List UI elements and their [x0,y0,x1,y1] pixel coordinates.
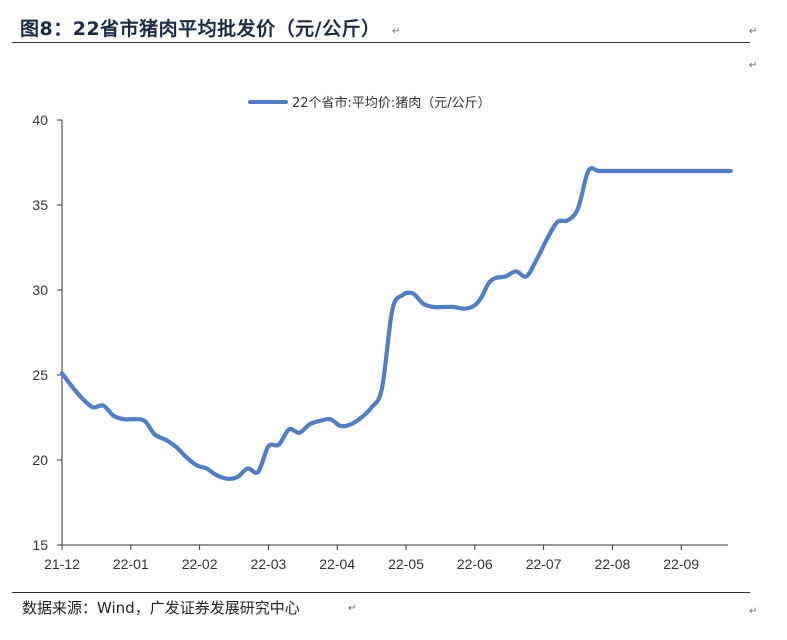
x-tick-label: 22-08 [594,556,630,572]
legend-label: 22个省市:平均价:猪肉（元/公斤） [292,96,491,111]
x-tick-label: 22-01 [113,556,149,572]
paragraph-mark: ↵ [749,60,758,71]
y-tick-label: 15 [32,537,48,553]
y-tick-label: 20 [32,452,48,468]
legend-line-swatch [248,99,288,104]
paragraph-mark: ↵ [348,603,357,614]
y-tick-label: 30 [32,282,48,298]
series-line-pork-price [59,166,733,481]
source-divider [12,592,750,593]
x-tick-label: 22-07 [526,556,562,572]
x-tick-label: 22-09 [663,556,699,572]
x-tick-label: 22-05 [388,556,424,572]
y-tick-label: 25 [32,367,48,383]
chart-legend: 22个省市:平均价:猪肉（元/公斤） [248,92,491,111]
source-note: 数据来源：Wind，广发证券发展研究中心 [22,599,300,617]
x-tick-label: 22-03 [250,556,286,572]
paragraph-mark: ↵ [392,26,401,37]
x-tick-label: 22-06 [457,556,493,572]
y-tick-label: 35 [32,197,48,213]
figure-title: 图8：22省市猪肉平均批发价（元/公斤） [20,18,381,40]
y-tick-label: 40 [32,112,48,128]
x-tick-label: 22-04 [319,556,355,572]
paragraph-mark: ↵ [749,26,758,37]
title-divider [12,42,750,43]
paragraph-mark: ↵ [749,606,758,617]
x-tick-label: 22-02 [182,556,218,572]
x-tick-label: 21-12 [44,556,80,572]
